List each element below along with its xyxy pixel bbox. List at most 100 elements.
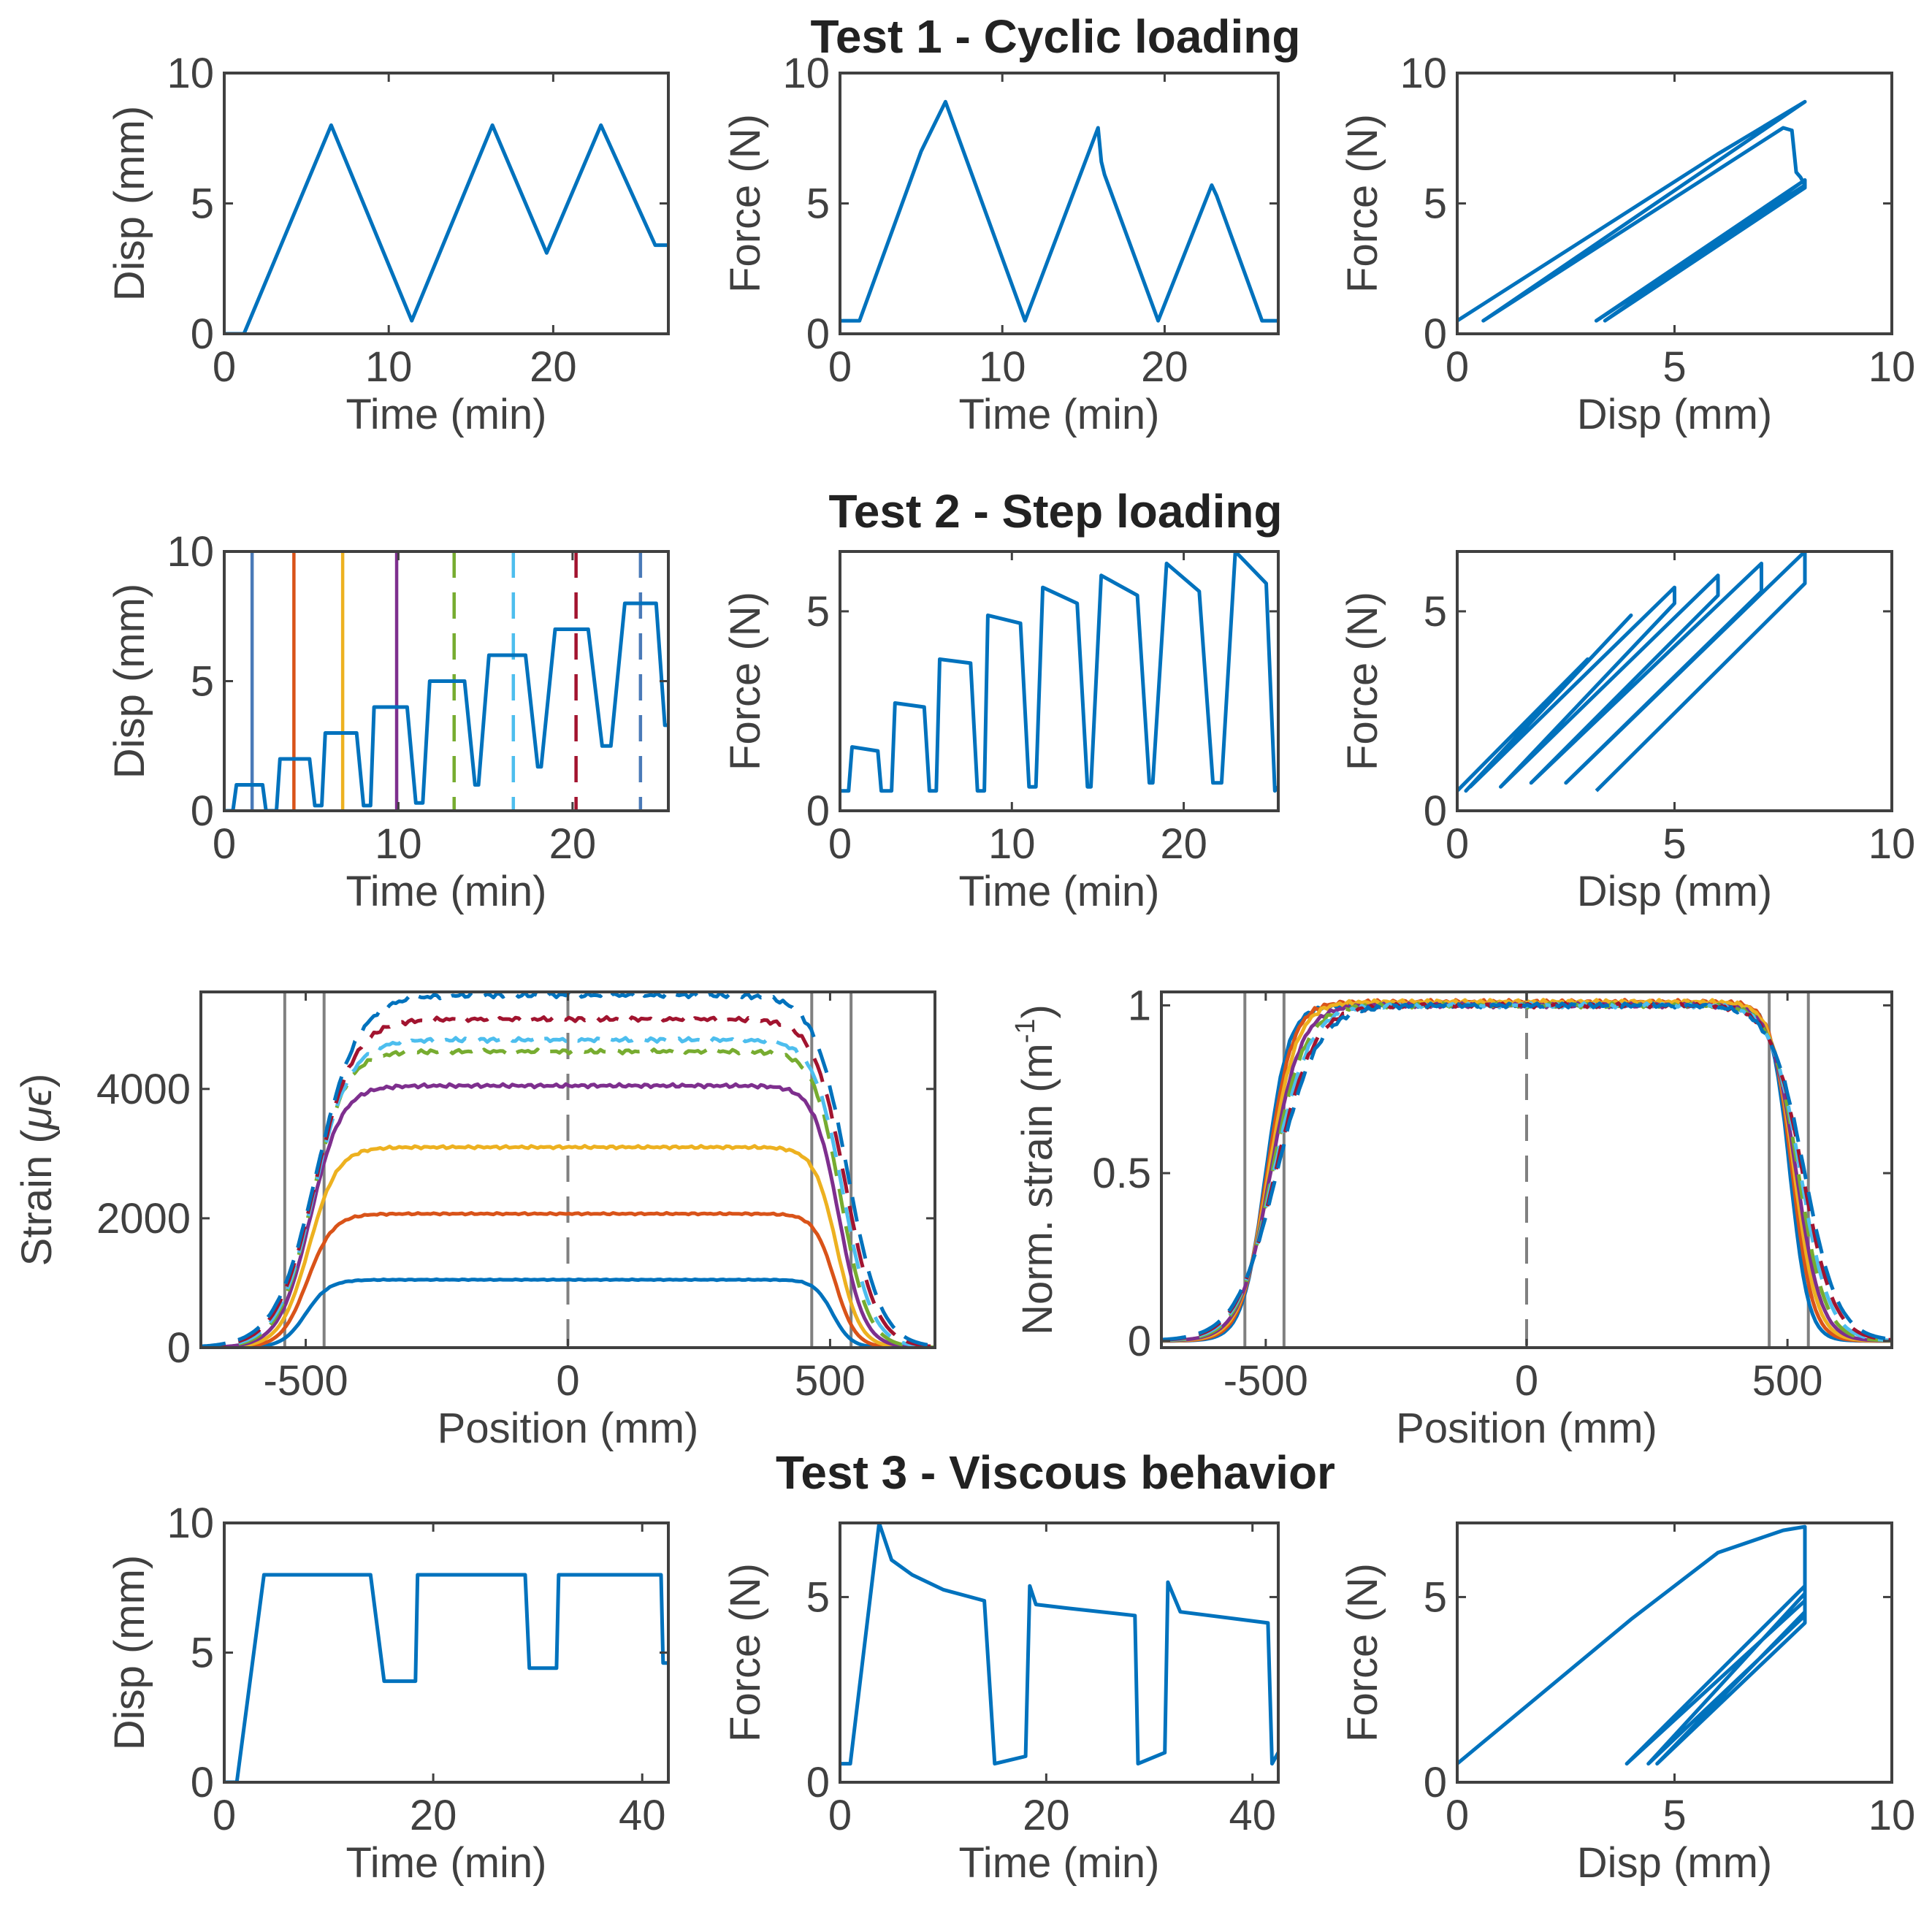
series-line-1 (224, 1573, 668, 1782)
plot-layer (1457, 551, 1807, 793)
series-line-1 (1457, 99, 1807, 323)
chart-t1-force-disp: 0 5 10 0 5 10 Disp (mm) Force (N) (1339, 50, 1915, 438)
x-axis-label: Time (min) (959, 868, 1160, 915)
y-tick-label: 5 (191, 1630, 214, 1677)
plot-layer (1161, 992, 1891, 1348)
y-tick-label: 0 (191, 787, 214, 835)
series-line-5 (201, 1047, 934, 1348)
y-axis-label: Force (N) (722, 114, 769, 293)
x-tick-label: 5 (1662, 1792, 1686, 1839)
x-tick-label: 10 (1868, 1792, 1916, 1839)
axes-frame (839, 1521, 1280, 1784)
y-tick-label: 10 (782, 50, 830, 97)
x-tick-label: 0 (1515, 1357, 1538, 1405)
x-tick-label: 20 (1023, 1792, 1070, 1839)
plot-area (840, 73, 1278, 334)
x-axis-label: Time (min) (959, 1839, 1160, 1887)
series-line-3 (201, 1144, 934, 1348)
plot-area (840, 1523, 1278, 1782)
y-axis-label-unit: μϵ (13, 1087, 61, 1131)
x-tick-label: 5 (1662, 343, 1686, 391)
x-tick-label: 0 (213, 820, 236, 868)
y-axis-label: Force (N) (1339, 1563, 1386, 1742)
y-tick-label: 0 (1128, 1318, 1151, 1365)
y-tick-label: 0 (806, 310, 830, 358)
plot-area (224, 73, 668, 334)
x-tick-label: 0 (1446, 820, 1469, 868)
y-tick-label: 5 (806, 588, 830, 635)
x-tick-label: 40 (1229, 1792, 1276, 1839)
x-tick-label: 10 (979, 343, 1026, 391)
x-tick-label: 20 (530, 343, 577, 391)
x-tick-label: -500 (264, 1357, 348, 1405)
chart-strain-position: -500 0 500 0 2000 4000 Position (mm) Strain (μϵ… (13, 990, 936, 1452)
y-axis-label: Norm. strain (m-1) (1010, 1004, 1061, 1335)
y-tick-label: 5 (191, 180, 214, 228)
series-line-1 (224, 601, 668, 811)
x-tick-label: 500 (1752, 1357, 1823, 1405)
x-axis-label: Disp (mm) (1577, 391, 1772, 438)
chart-normstrain-position: -500 0 500 0 0.5 1 Position (mm) Norm. strain (… (1010, 982, 1893, 1452)
axes-frame (839, 550, 1280, 812)
y-axis-label-exponent: -1 (1010, 1018, 1041, 1043)
x-tick-label: 20 (410, 1792, 457, 1839)
y-axis-label: Disp (mm) (106, 106, 153, 301)
y-tick-label: 5 (191, 658, 214, 706)
plot-layer (224, 551, 668, 811)
x-tick-label: 0 (828, 1792, 852, 1839)
y-tick-label: 5 (1424, 180, 1447, 228)
x-tick-label: 10 (988, 820, 1036, 868)
x-tick-label: 0 (213, 1792, 236, 1839)
plot-layer (840, 99, 1278, 323)
y-tick-label: 4000 (96, 1066, 191, 1113)
y-tick-label: 0 (191, 1759, 214, 1806)
x-tick-label: 20 (1160, 820, 1207, 868)
series-line-4 (201, 1082, 934, 1348)
x-axis-label: Time (min) (346, 868, 547, 915)
y-tick-label: 0 (1424, 1759, 1447, 1806)
y-axis-label: Disp (mm) (106, 584, 153, 779)
x-tick-label: 0 (556, 1357, 579, 1405)
y-axis-label: Strain (μϵ) (13, 1074, 61, 1267)
plot-layer (224, 123, 668, 334)
y-tick-label: 10 (1400, 50, 1447, 97)
x-tick-label: 10 (1868, 820, 1916, 868)
plot-layer (224, 1573, 668, 1782)
x-axis-label: Time (min) (346, 1839, 547, 1887)
x-tick-label: 500 (795, 1357, 866, 1405)
y-axis-label: Force (N) (722, 592, 769, 771)
y-tick-label: 5 (806, 180, 830, 228)
y-axis-label: Force (N) (1339, 114, 1386, 293)
y-tick-label: 0 (1424, 310, 1447, 358)
x-tick-label: 20 (549, 820, 597, 868)
y-axis-label: Force (N) (1339, 592, 1386, 771)
y-tick-label: 0 (167, 1324, 191, 1372)
series-line-1 (201, 1277, 934, 1348)
x-axis-label: Disp (mm) (1577, 868, 1772, 915)
series-line-1 (1457, 1524, 1807, 1766)
series-line-1 (840, 1523, 1278, 1766)
series-line-1 (840, 551, 1278, 793)
chart-t3-force-time: 0 20 40 0 5 Time (min) Force (N) (722, 1521, 1280, 1887)
plot-layer (1457, 1524, 1807, 1766)
plot-layer (1457, 99, 1807, 323)
chart-t3-disp-time: 0 20 40 0 5 10 Time (min) Disp (mm) (106, 1500, 670, 1887)
x-tick-label: 10 (365, 343, 413, 391)
y-tick-label: 0.5 (1092, 1150, 1151, 1197)
plot-layer (840, 551, 1278, 793)
y-tick-label: 5 (806, 1573, 830, 1621)
y-tick-label: 0 (1424, 787, 1447, 835)
y-tick-label: 2000 (96, 1195, 191, 1242)
series-line-7 (201, 1015, 934, 1348)
plot-area (224, 1523, 668, 1782)
x-axis-label: Time (min) (959, 391, 1160, 438)
y-axis-label: Force (N) (722, 1563, 769, 1742)
y-tick-label: 0 (806, 1759, 830, 1806)
series-line-1 (224, 123, 668, 334)
x-tick-label: -500 (1223, 1357, 1308, 1405)
y-tick-label: 5 (1424, 1573, 1447, 1621)
x-tick-label: 5 (1662, 820, 1686, 868)
